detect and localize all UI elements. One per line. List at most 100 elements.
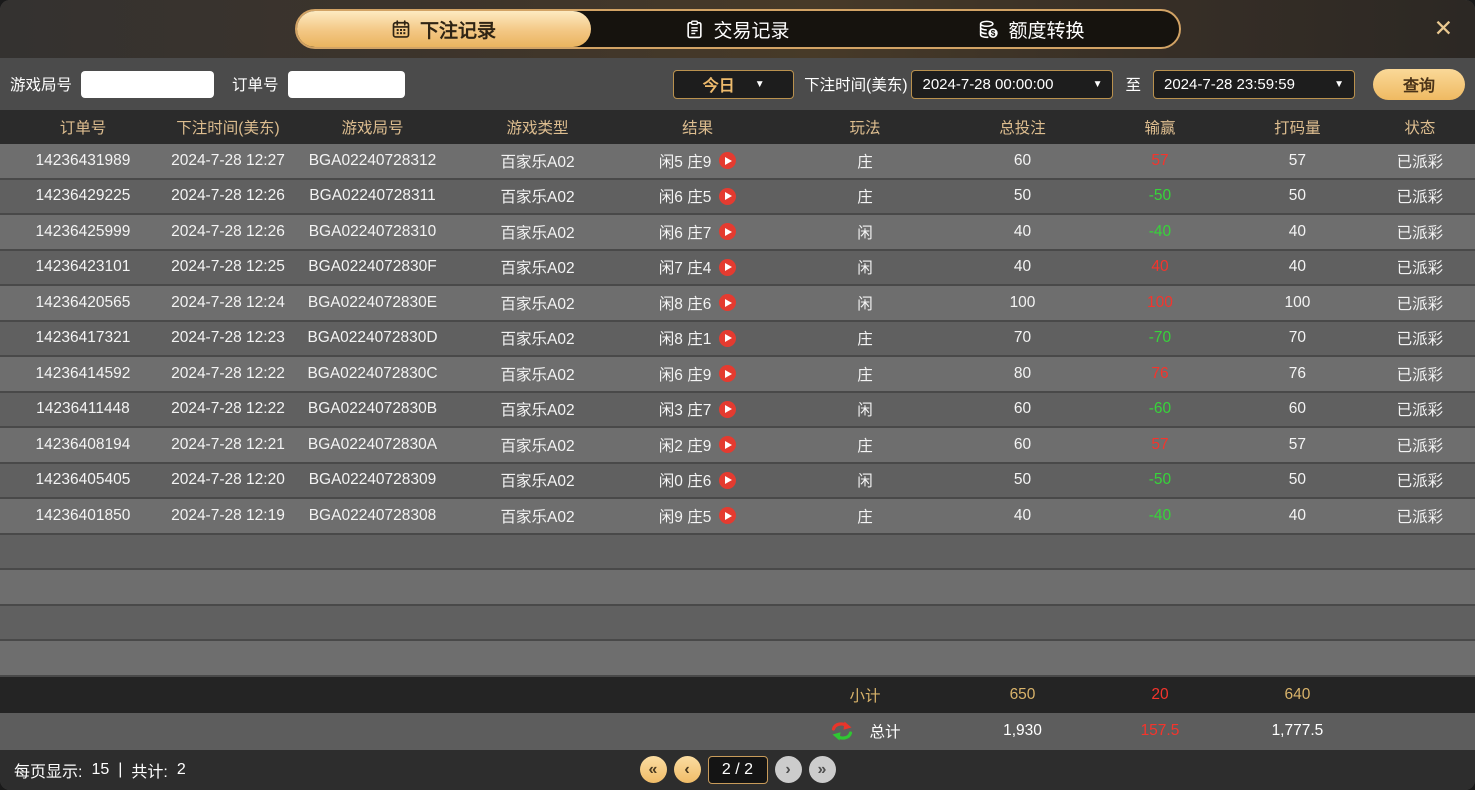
cell-order-no: 14236401850 [35,506,131,524]
cell-total-bet: 40 [1013,222,1032,240]
result-text: 闲6 庄5 [658,189,712,207]
cell-game-type: 百家乐A02 [500,224,575,242]
subtotal-row: 小计 650 20 640 [0,677,1475,713]
swap-arrows-icon[interactable] [830,720,854,742]
close-icon[interactable]: ✕ [1428,16,1459,41]
time-to-value: 2024-7-28 23:59:59 [1164,75,1295,93]
cell-game-type: 百家乐A02 [500,437,575,455]
col-header-status: 状态 [1404,120,1436,137]
result-text: 闲2 庄9 [658,437,712,455]
play-video-icon[interactable] [719,471,737,489]
svg-text:$: $ [991,28,996,38]
cell-play: 庄 [857,366,873,384]
cell-game-round: BGA0224072830A [307,435,438,453]
play-video-icon[interactable] [719,223,737,241]
cell-win-loss: -50 [1148,471,1172,489]
cell-game-round: BGA0224072830C [307,364,438,382]
col-header-game-round: 游戏局号 [341,120,404,137]
tab-betting-records[interactable]: 下注记录 [296,11,591,47]
table-row: 14236417321 2024-7-28 12:23 BGA0224072830D… [0,321,1475,357]
cell-order-no: 14236425999 [35,222,131,240]
cell-order-no: 14236417321 [35,329,131,347]
cell-turnover: 40 [1288,506,1307,524]
cell-win-loss: 40 [1151,258,1169,276]
play-video-icon[interactable] [719,436,737,454]
table-row: 14236425999 2024-7-28 12:26 BGA02240728310… [0,215,1475,251]
cell-order-no: 14236420565 [35,293,131,311]
play-video-icon[interactable] [719,258,737,276]
order-no-input[interactable] [287,70,405,98]
cell-bet-time: 2024-7-28 12:24 [171,293,285,311]
chevron-down-icon: ▼ [1092,78,1103,90]
cell-bet-time: 2024-7-28 12:22 [171,400,285,418]
cell-game-type: 百家乐A02 [500,508,575,526]
cell-turnover: 57 [1288,435,1307,453]
play-video-icon[interactable] [719,152,737,170]
play-video-icon[interactable] [719,329,737,347]
play-video-icon[interactable] [719,187,737,205]
query-button[interactable]: 查询 [1373,68,1465,100]
cell-game-type: 百家乐A02 [500,153,575,171]
first-page-button[interactable]: « [639,756,667,784]
cell-total-bet: 80 [1013,364,1032,382]
result-text: 闲5 庄9 [658,153,712,171]
game-round-input[interactable] [81,70,215,98]
cell-turnover: 100 [1284,293,1311,311]
play-video-icon[interactable] [719,400,737,418]
result-text: 闲3 庄7 [658,402,712,420]
cell-status: 已派彩 [1396,224,1444,242]
cell-bet-time: 2024-7-28 12:19 [171,506,285,524]
clipboard-icon [685,20,704,39]
result-text: 闲7 庄4 [658,260,712,278]
chevron-down-icon: ▼ [1334,78,1344,90]
play-video-icon[interactable] [719,365,737,383]
cell-total-bet: 60 [1013,435,1032,453]
cell-game-round: BGA0224072830B [307,400,438,418]
result-text: 闲6 庄7 [658,224,712,242]
cell-result: 闲0 庄6 [620,464,775,498]
tab-label: 额度转换 [1008,20,1085,42]
table-row: 14236429225 2024-7-28 12:26 BGA02240728311… [0,179,1475,215]
cell-status: 已派彩 [1396,473,1444,491]
footer-bar: 每页显示: 15 | 共计: 2 « ‹ 2 / 2 › » [0,749,1475,790]
cell-bet-time: 2024-7-28 12:26 [171,187,285,205]
table-row: 14236411448 2024-7-28 12:22 BGA0224072830B… [0,392,1475,428]
last-page-button[interactable]: » [808,756,836,784]
tab-quota-transfer[interactable]: $ 额度转换 [885,11,1179,47]
cell-game-type: 百家乐A02 [500,295,575,313]
date-preset-value: 今日 [702,78,735,95]
subtotal-total-bet: 650 [1009,685,1036,703]
cell-result: 闲7 庄4 [620,251,775,285]
empty-table-row [0,570,1475,606]
cell-win-loss: 57 [1151,435,1169,453]
cell-bet-time: 2024-7-28 12:20 [171,471,285,489]
col-header-order-no: 订单号 [59,120,107,137]
result-text: 闲9 庄5 [658,508,712,526]
play-video-icon[interactable] [719,507,737,525]
tab-transaction-records[interactable]: 交易记录 [591,11,885,47]
table-row: 14236431989 2024-7-28 12:27 BGA02240728312… [0,144,1475,180]
result-text: 闲0 庄6 [658,473,712,491]
time-from-select[interactable]: 2024-7-28 00:00:00 ▼ [911,69,1114,99]
cell-total-bet: 70 [1013,329,1032,347]
cell-win-loss: -40 [1148,222,1172,240]
col-header-turnover: 打码量 [1274,120,1321,137]
cell-status: 已派彩 [1396,153,1444,171]
next-page-button[interactable]: › [774,756,802,784]
date-preset-select[interactable]: 今日 ▼ [673,69,795,99]
game-round-label: 游戏局号 [10,77,73,94]
total-total-bet: 1,930 [1003,722,1042,739]
page-summary: 每页显示: 15 | 共计: 2 [14,758,186,782]
total-row: 总计 1,930 157.5 1,777.5 [0,712,1475,750]
cell-bet-time: 2024-7-28 12:21 [171,435,285,453]
summary-separator: | [118,760,123,778]
cell-bet-time: 2024-7-28 12:25 [171,258,285,276]
total-turnover: 1,777.5 [1271,722,1324,739]
cell-order-no: 14236429225 [35,187,131,205]
cell-game-round: BGA0224072830F [308,258,437,276]
play-video-icon[interactable] [719,294,737,312]
table-row: 14236405405 2024-7-28 12:20 BGA02240728309… [0,463,1475,499]
col-header-bet-time: 下注时间(美东) [176,120,280,137]
time-to-select[interactable]: 2024-7-28 23:59:59 ▼ [1153,69,1355,99]
prev-page-button[interactable]: ‹ [673,756,701,784]
